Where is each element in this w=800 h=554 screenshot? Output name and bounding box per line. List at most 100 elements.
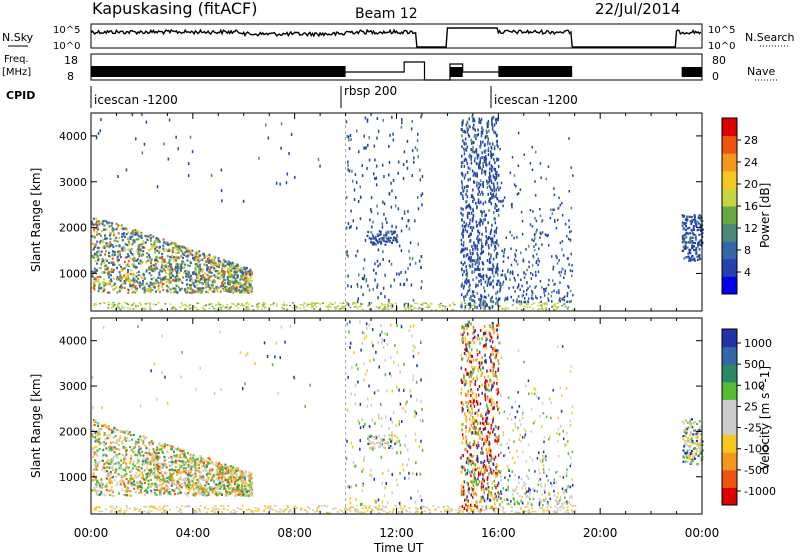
data-cell bbox=[239, 282, 242, 285]
data-cell bbox=[120, 476, 123, 479]
data-cell bbox=[185, 469, 188, 473]
data-cell bbox=[114, 462, 117, 465]
data-cell bbox=[91, 286, 94, 290]
data-cell bbox=[120, 247, 123, 250]
data-cell bbox=[147, 289, 149, 292]
data-cell bbox=[490, 253, 492, 257]
data-cell bbox=[567, 257, 569, 260]
data-cell bbox=[230, 288, 233, 291]
data-cell bbox=[227, 281, 230, 284]
data-cell bbox=[131, 283, 134, 286]
data-cell bbox=[157, 288, 160, 291]
data-cell bbox=[471, 115, 473, 119]
data-cell bbox=[101, 271, 104, 274]
data-cell bbox=[96, 220, 99, 223]
data-cell bbox=[558, 196, 560, 200]
data-cell bbox=[203, 263, 206, 266]
data-cell bbox=[235, 479, 237, 483]
data-cell bbox=[109, 241, 112, 244]
data-cell bbox=[249, 481, 252, 485]
data-cell bbox=[487, 146, 490, 150]
data-cell bbox=[158, 476, 161, 479]
data-cell bbox=[413, 156, 415, 160]
data-cell bbox=[361, 174, 364, 178]
data-cell bbox=[526, 303, 529, 305]
data-cell bbox=[689, 239, 692, 242]
data-cell bbox=[488, 258, 491, 261]
data-cell bbox=[177, 256, 180, 259]
data-cell bbox=[207, 493, 210, 496]
data-cell bbox=[485, 155, 487, 159]
data-cell bbox=[383, 212, 385, 216]
data-cell bbox=[495, 204, 498, 208]
data-cell bbox=[403, 211, 406, 215]
data-cell bbox=[471, 252, 474, 256]
data-cell bbox=[103, 278, 106, 281]
data-cell bbox=[112, 494, 115, 497]
data-cell bbox=[243, 484, 246, 487]
data-cell bbox=[426, 304, 429, 306]
data-cell bbox=[112, 263, 114, 266]
data-cell bbox=[369, 218, 371, 222]
data-cell bbox=[228, 491, 231, 494]
data-cell bbox=[384, 295, 386, 299]
data-cell bbox=[554, 220, 556, 223]
data-cell bbox=[162, 481, 165, 484]
data-cell bbox=[109, 269, 112, 272]
data-cell bbox=[153, 286, 156, 289]
data-cell bbox=[533, 302, 536, 305]
data-cell bbox=[256, 304, 259, 307]
data-cell bbox=[213, 267, 216, 270]
data-cell bbox=[231, 490, 234, 493]
data-cell bbox=[292, 302, 294, 304]
data-cell bbox=[423, 506, 425, 508]
data-cell bbox=[227, 475, 230, 479]
data-cell bbox=[681, 221, 684, 224]
data-cell bbox=[540, 232, 542, 236]
data-cell bbox=[681, 237, 684, 240]
data-cell bbox=[461, 218, 463, 222]
data-cell bbox=[464, 247, 466, 251]
data-cell bbox=[196, 284, 199, 287]
data-cell bbox=[144, 234, 147, 238]
data-cell bbox=[474, 306, 476, 309]
data-cell bbox=[417, 307, 420, 310]
data-cell bbox=[220, 306, 223, 309]
data-cell bbox=[353, 302, 356, 304]
data-cell bbox=[177, 492, 180, 495]
data-cell bbox=[126, 490, 129, 493]
data-cell bbox=[197, 291, 200, 294]
data-cell bbox=[137, 250, 140, 253]
data-cell bbox=[242, 479, 245, 482]
data-cell bbox=[541, 231, 544, 234]
data-cell bbox=[285, 304, 288, 306]
data-cell bbox=[192, 282, 195, 285]
data-cell bbox=[130, 482, 133, 485]
data-cell bbox=[245, 471, 247, 474]
data-cell bbox=[215, 483, 218, 486]
data-cell bbox=[370, 302, 373, 304]
data-cell bbox=[164, 303, 167, 305]
data-cell bbox=[480, 143, 482, 147]
data-cell bbox=[178, 278, 181, 281]
data-cell bbox=[568, 237, 570, 241]
data-cell bbox=[554, 303, 557, 305]
data-cell bbox=[119, 510, 122, 513]
data-cell bbox=[345, 120, 348, 124]
data-cell bbox=[213, 274, 216, 277]
data-cell bbox=[502, 260, 505, 263]
data-cell bbox=[460, 250, 462, 254]
data-cell bbox=[455, 508, 458, 511]
data-cell bbox=[151, 283, 154, 286]
data-cell bbox=[100, 118, 102, 121]
data-cell bbox=[362, 293, 364, 297]
data-cell bbox=[184, 251, 187, 254]
data-cell bbox=[118, 466, 121, 469]
data-cell bbox=[457, 511, 459, 514]
data-cell bbox=[201, 288, 204, 292]
data-cell bbox=[231, 264, 233, 267]
data-cell bbox=[198, 476, 201, 479]
data-cell bbox=[257, 302, 260, 305]
data-cell bbox=[263, 510, 265, 512]
data-cell bbox=[192, 473, 195, 476]
